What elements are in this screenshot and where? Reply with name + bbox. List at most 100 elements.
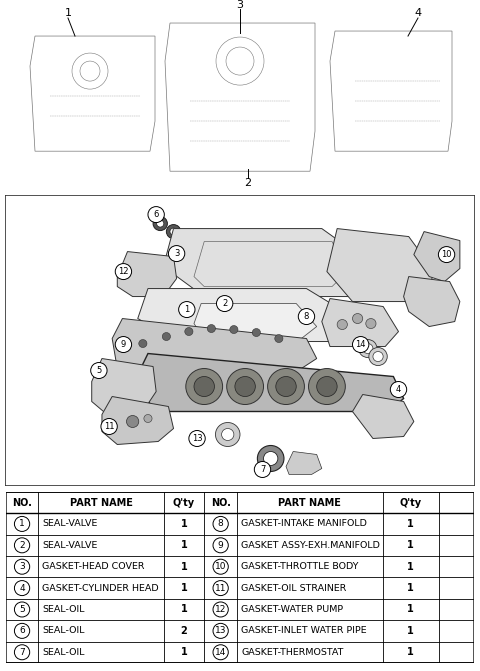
Circle shape	[14, 538, 30, 553]
Circle shape	[366, 319, 376, 329]
Text: 1: 1	[407, 648, 414, 658]
Circle shape	[337, 319, 348, 329]
Polygon shape	[404, 276, 460, 327]
Text: GASKET-INTAKE MANIFOLD: GASKET-INTAKE MANIFOLD	[241, 519, 367, 529]
FancyBboxPatch shape	[5, 195, 475, 486]
Circle shape	[14, 559, 30, 574]
Text: GASKET-THROTTLE BODY: GASKET-THROTTLE BODY	[241, 562, 359, 571]
Text: 1: 1	[407, 605, 414, 615]
Circle shape	[213, 645, 228, 660]
Text: PART NAME: PART NAME	[70, 497, 132, 507]
Text: SEAL-OIL: SEAL-OIL	[42, 626, 85, 635]
Circle shape	[101, 419, 117, 435]
Text: 12: 12	[215, 605, 227, 614]
Text: 1: 1	[184, 305, 190, 314]
Circle shape	[230, 325, 238, 333]
Circle shape	[276, 376, 296, 397]
Text: 9: 9	[218, 541, 224, 550]
Polygon shape	[286, 452, 322, 474]
Circle shape	[148, 207, 164, 223]
Text: 4: 4	[19, 584, 25, 592]
Circle shape	[438, 246, 455, 262]
Text: SEAL-VALVE: SEAL-VALVE	[42, 541, 98, 550]
Circle shape	[14, 602, 30, 617]
Circle shape	[252, 329, 261, 337]
Circle shape	[213, 538, 228, 553]
Text: 14: 14	[215, 648, 227, 657]
Text: GASKET-WATER PUMP: GASKET-WATER PUMP	[241, 605, 343, 614]
Polygon shape	[414, 231, 460, 282]
Text: 4: 4	[414, 8, 421, 18]
Text: 1: 1	[407, 519, 414, 529]
Circle shape	[189, 431, 205, 446]
Circle shape	[222, 429, 234, 440]
Text: 2: 2	[180, 626, 187, 636]
Circle shape	[216, 423, 240, 446]
Circle shape	[309, 368, 345, 405]
Text: SEAL-OIL: SEAL-OIL	[42, 605, 85, 614]
Circle shape	[106, 370, 118, 382]
Circle shape	[390, 382, 407, 397]
Circle shape	[213, 602, 228, 617]
Circle shape	[170, 228, 177, 235]
Text: PART NAME: PART NAME	[278, 497, 341, 507]
Circle shape	[156, 220, 164, 227]
Text: 4: 4	[396, 385, 401, 394]
Text: 6: 6	[154, 210, 159, 219]
Text: 7: 7	[19, 648, 25, 657]
Circle shape	[216, 295, 233, 311]
Text: 1: 1	[180, 562, 187, 572]
Text: 1: 1	[180, 605, 187, 615]
Circle shape	[264, 452, 278, 466]
Text: NO.: NO.	[211, 497, 230, 507]
Text: 1: 1	[180, 583, 187, 593]
Text: 1: 1	[180, 648, 187, 658]
Text: 5: 5	[19, 605, 25, 614]
Text: 8: 8	[218, 519, 224, 529]
Circle shape	[359, 340, 377, 358]
Polygon shape	[352, 395, 414, 438]
Text: Q'ty: Q'ty	[399, 497, 421, 507]
Circle shape	[235, 376, 255, 397]
Text: 2: 2	[19, 541, 25, 550]
Circle shape	[268, 368, 304, 405]
Circle shape	[139, 340, 147, 348]
Polygon shape	[112, 319, 317, 368]
Text: 14: 14	[355, 340, 366, 349]
Circle shape	[213, 517, 228, 531]
Circle shape	[91, 362, 107, 378]
Polygon shape	[102, 397, 174, 444]
Circle shape	[186, 368, 223, 405]
Circle shape	[213, 580, 228, 596]
Polygon shape	[163, 229, 368, 297]
Text: GASKET-INLET WATER PIPE: GASKET-INLET WATER PIPE	[241, 626, 367, 635]
Text: 3: 3	[19, 562, 25, 571]
Text: 9: 9	[121, 340, 126, 349]
Circle shape	[185, 327, 193, 336]
Circle shape	[352, 337, 369, 352]
Text: 6: 6	[19, 626, 25, 635]
Text: 3: 3	[237, 0, 243, 10]
Text: 1: 1	[407, 626, 414, 636]
Circle shape	[168, 246, 185, 262]
Polygon shape	[92, 358, 156, 415]
Circle shape	[127, 415, 139, 427]
Circle shape	[194, 376, 215, 397]
Text: GASKET-OIL STRAINER: GASKET-OIL STRAINER	[241, 584, 347, 592]
Text: GASKET-CYLINDER HEAD: GASKET-CYLINDER HEAD	[42, 584, 159, 592]
Circle shape	[14, 645, 30, 660]
Text: 11: 11	[215, 584, 227, 592]
Text: GASKET-HEAD COVER: GASKET-HEAD COVER	[42, 562, 145, 571]
Circle shape	[373, 352, 383, 362]
Polygon shape	[327, 229, 434, 301]
Text: GASKET ASSY-EXH.MANIFOLD: GASKET ASSY-EXH.MANIFOLD	[241, 541, 380, 550]
Text: 11: 11	[104, 422, 114, 431]
Circle shape	[14, 517, 30, 531]
Text: 7: 7	[260, 465, 265, 474]
Text: 1: 1	[64, 8, 72, 18]
Circle shape	[213, 623, 228, 638]
Circle shape	[167, 225, 180, 239]
Text: SEAL-OIL: SEAL-OIL	[42, 648, 85, 657]
Circle shape	[115, 337, 132, 352]
Circle shape	[14, 580, 30, 596]
